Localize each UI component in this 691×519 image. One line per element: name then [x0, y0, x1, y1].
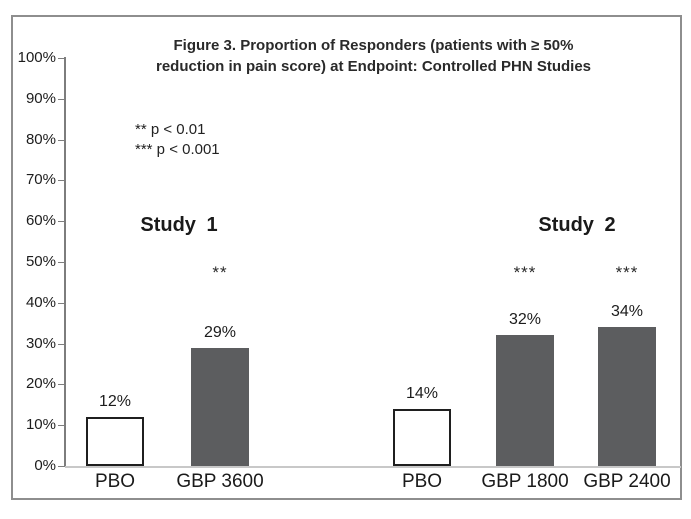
y-axis-line — [64, 57, 66, 467]
bar-gbp-1800 — [496, 335, 554, 466]
y-tick-mark — [58, 180, 65, 181]
group-label-study-2: Study 2 — [538, 214, 616, 236]
y-tick-mark — [58, 425, 65, 426]
bar-value-label: 14% — [405, 385, 439, 402]
significance-marker: *** — [615, 263, 639, 282]
y-tick-mark — [58, 99, 65, 100]
pvalue-legend-line-2: *** p < 0.001 — [135, 141, 220, 158]
y-tick-mark — [58, 140, 65, 141]
chart-title-line-2: reduction in pain score) at Endpoint: Co… — [155, 58, 591, 75]
y-tick-mark — [58, 58, 65, 59]
bar-gbp-2400 — [598, 327, 656, 466]
x-axis-label: PBO — [401, 471, 443, 492]
chart-title: Figure 3. Proportion of Responders (pati… — [65, 35, 682, 77]
y-tick-label: 100% — [17, 49, 56, 66]
bar-value-label: 34% — [610, 303, 644, 320]
x-axis-label: GBP 2400 — [583, 471, 671, 492]
y-tick-label: 0% — [34, 457, 56, 474]
x-axis-baseline — [65, 466, 681, 468]
y-tick-label: 30% — [25, 334, 56, 352]
x-axis-label: GBP 1800 — [481, 471, 569, 492]
bar-value-label: 32% — [508, 311, 542, 328]
significance-marker: ** — [212, 263, 228, 282]
pvalue-legend-line-1: ** p < 0.01 — [135, 121, 206, 138]
x-axis-label: PBO — [94, 471, 136, 492]
y-tick-mark — [58, 384, 65, 385]
y-tick-label: 40% — [25, 293, 56, 311]
y-tick-mark — [58, 344, 65, 345]
bar-value-label: 12% — [98, 393, 132, 410]
bar-gbp-3600 — [191, 348, 249, 466]
y-tick-mark — [58, 303, 65, 304]
bar-pbo — [86, 417, 144, 466]
significance-marker: *** — [513, 263, 537, 282]
y-tick-label: 20% — [25, 375, 56, 393]
chart-title-line-1: Figure 3. Proportion of Responders (pati… — [173, 37, 574, 54]
y-tick-mark — [58, 466, 65, 467]
bar-pbo — [393, 409, 451, 466]
y-tick-label: 60% — [25, 212, 56, 230]
y-tick-label: 90% — [25, 89, 56, 107]
y-tick-label: 10% — [25, 416, 56, 434]
x-axis-label: GBP 3600 — [176, 471, 264, 492]
y-tick-mark — [58, 221, 65, 222]
pvalue-legend: ** p < 0.01 *** p < 0.001 — [135, 120, 220, 160]
y-tick-label: 80% — [25, 130, 56, 148]
y-tick-label: 70% — [25, 171, 56, 189]
group-label-study-1: Study 1 — [140, 214, 218, 236]
y-tick-label: 50% — [25, 253, 56, 270]
y-tick-mark — [58, 262, 65, 263]
bar-value-label: 29% — [203, 324, 237, 341]
